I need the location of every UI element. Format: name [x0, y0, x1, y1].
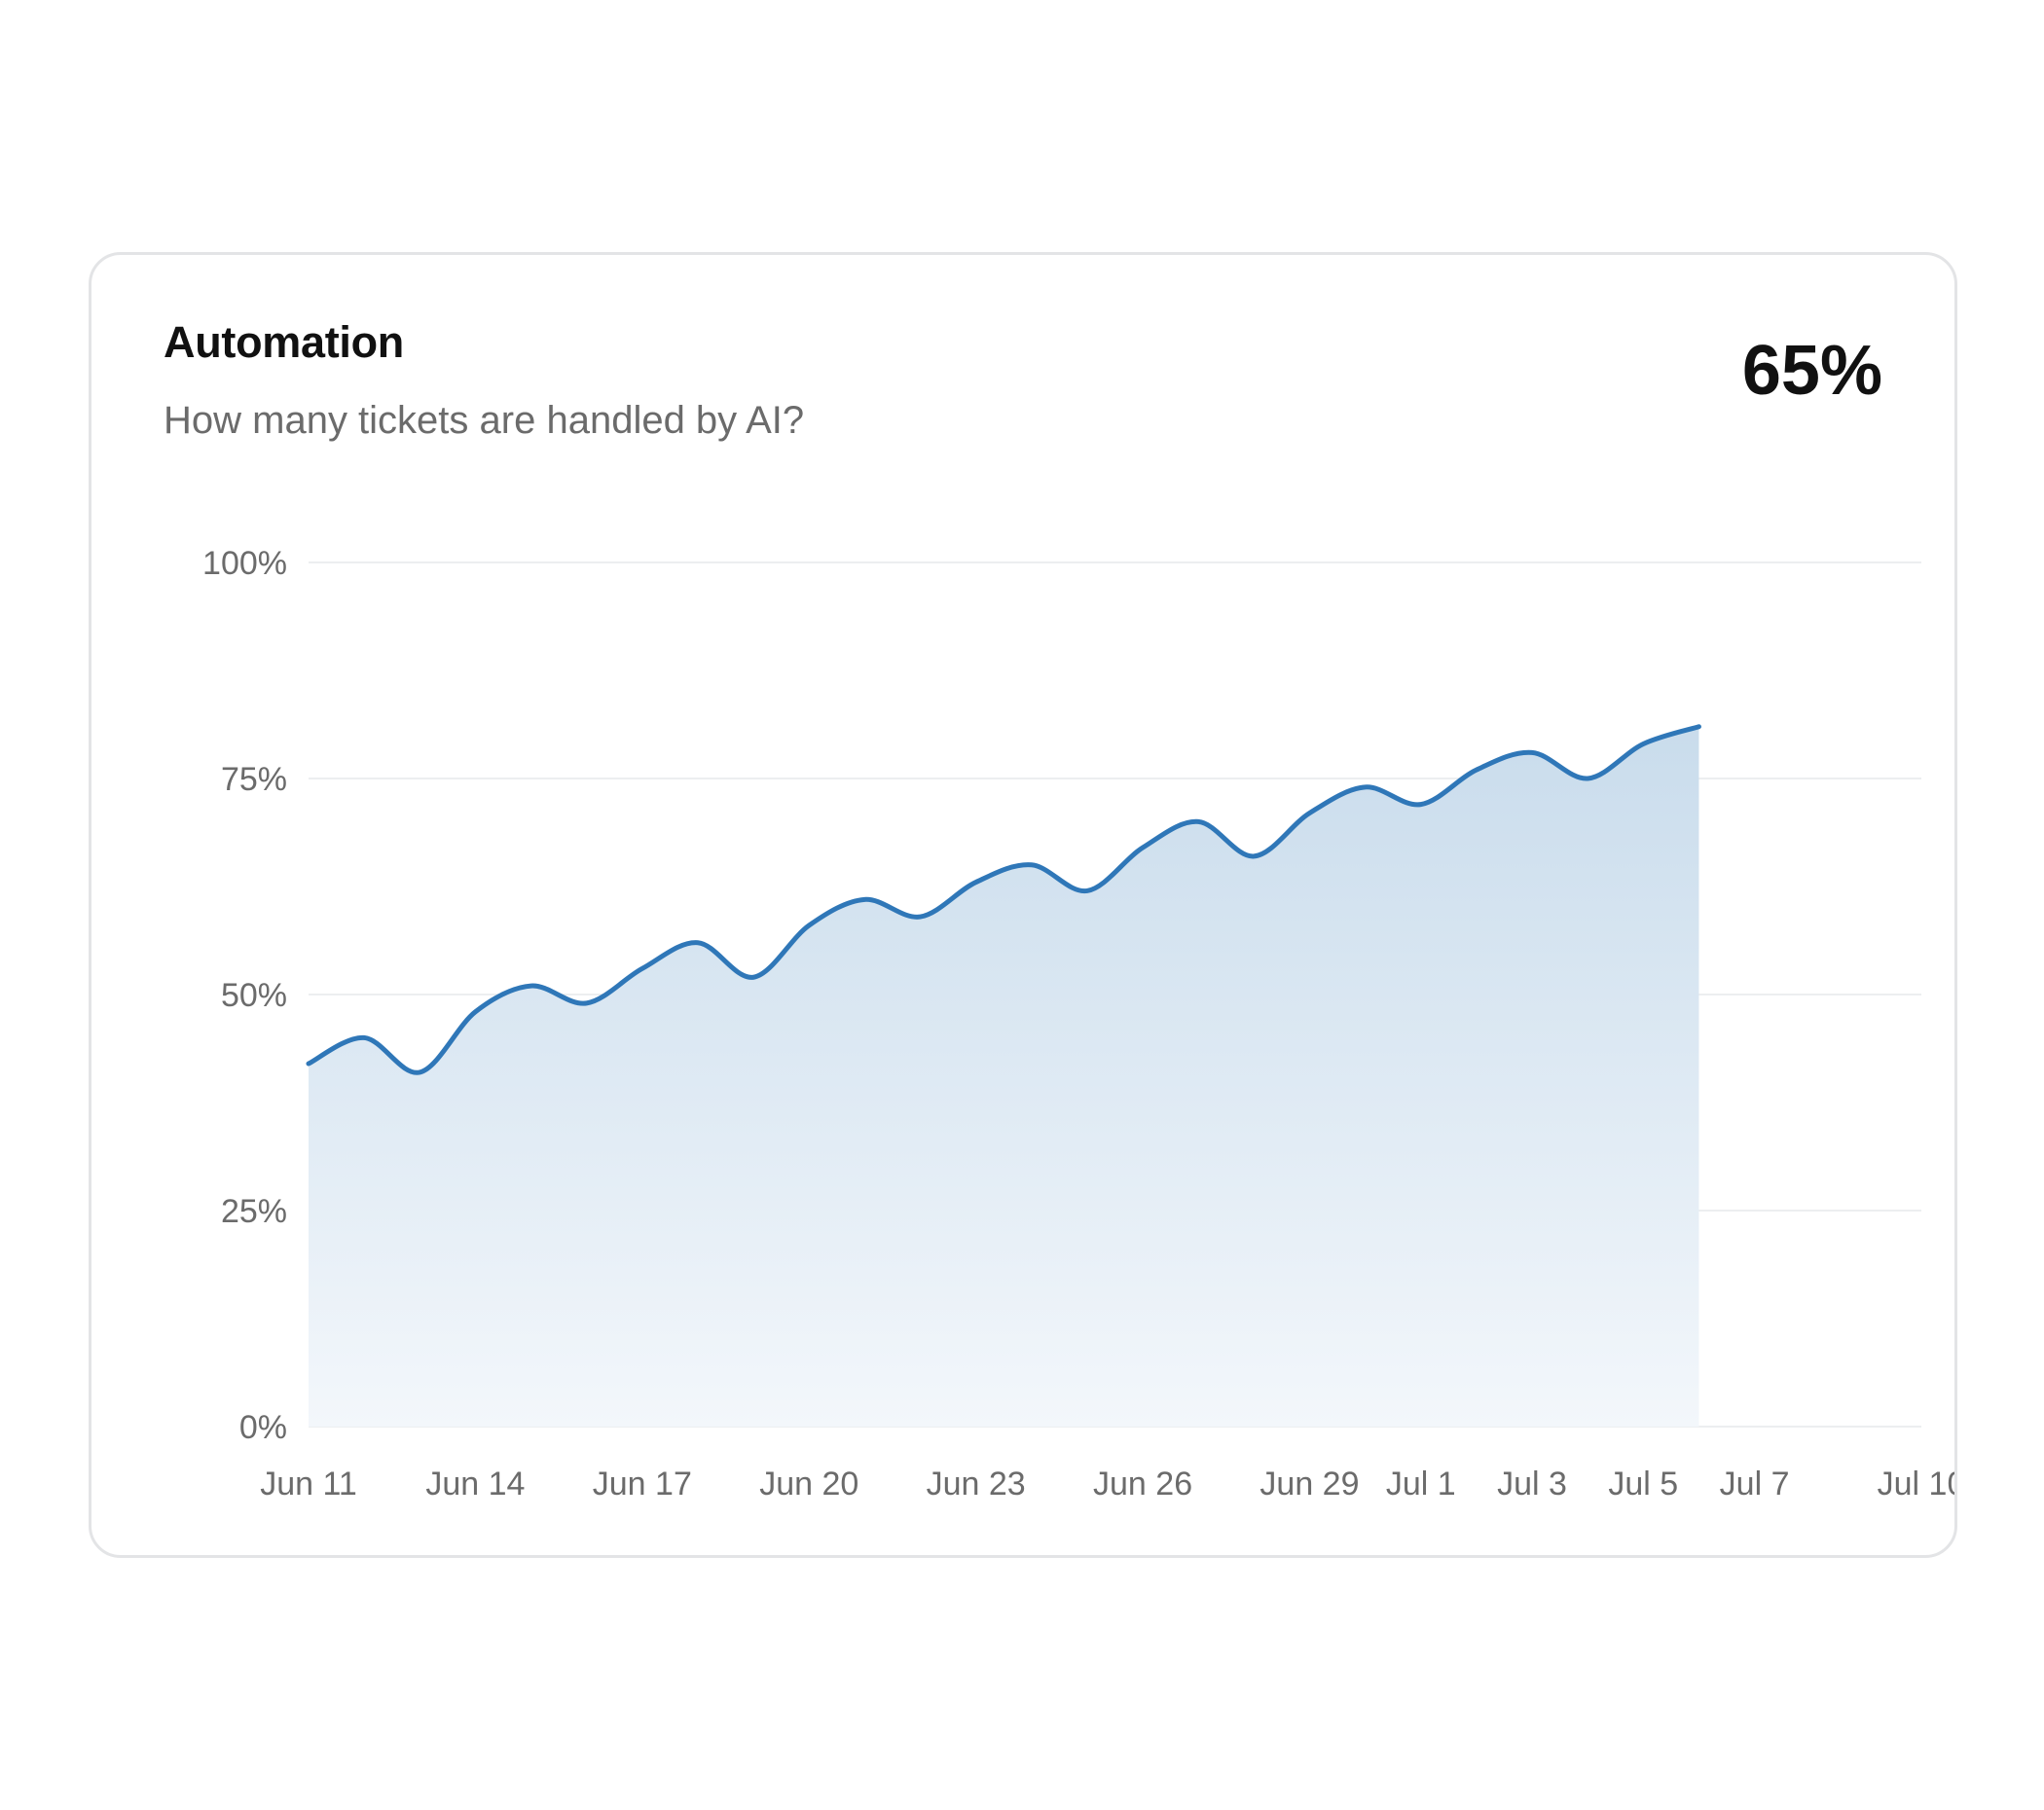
data-point [748, 971, 759, 983]
y-tick-label: 50% [221, 977, 287, 1014]
y-tick-label: 75% [221, 761, 287, 798]
data-point [1303, 808, 1315, 819]
automation-card: Automation How many tickets are handled … [89, 252, 1957, 1558]
x-tick-label: Jun 26 [1093, 1466, 1192, 1502]
x-tick-label: Jul 7 [1720, 1466, 1790, 1502]
series-line [306, 724, 1701, 1075]
data-point [1081, 885, 1093, 896]
data-point [1582, 773, 1593, 784]
y-axis-labels: 0% 25% 50% 75% 100% [202, 545, 287, 1446]
x-axis-labels: Jun 11 Jun 14 Jun 17 Jun 20 Jun 23 Jun 26 Jun … [260, 1466, 1954, 1502]
data-point [1471, 764, 1482, 776]
data-point [469, 1006, 481, 1018]
data-point [1637, 738, 1649, 749]
data-point [803, 920, 815, 931]
x-tick-label: Jul 1 [1386, 1466, 1456, 1502]
data-point [414, 1067, 425, 1078]
data-point [1192, 815, 1204, 827]
data-point [581, 997, 593, 1009]
data-point [303, 1058, 314, 1069]
data-point [970, 877, 982, 888]
x-tick-label: Jul 5 [1608, 1466, 1678, 1502]
data-point [526, 980, 537, 992]
x-tick-label: Jun 29 [1259, 1466, 1359, 1502]
data-point [1360, 781, 1371, 793]
data-point [915, 911, 927, 923]
data-point [1526, 746, 1538, 758]
data-point [692, 937, 704, 949]
card-subtitle: How many tickets are handled by AI? [164, 399, 805, 442]
data-point [1248, 851, 1259, 862]
kpi-value: 65% [1741, 332, 1882, 410]
y-tick-label: 0% [239, 1409, 287, 1446]
automation-area-chart: 0% 25% 50% 75% 100% Jun 11 Jun 14 Jun 17 Jun 20… [202, 545, 1954, 1502]
y-tick-label: 100% [202, 545, 287, 582]
x-tick-label: Jun 17 [593, 1466, 692, 1502]
data-point [858, 893, 870, 905]
series-area [309, 726, 1699, 1427]
y-tick-label: 25% [221, 1193, 287, 1230]
data-point [358, 1032, 370, 1043]
card-title: Automation [164, 317, 404, 367]
data-point [1693, 721, 1704, 733]
x-tick-label: Jul 10 [1878, 1466, 1954, 1502]
x-tick-label: Jun 14 [425, 1466, 525, 1502]
series-automation [303, 721, 1704, 1427]
data-point [637, 962, 648, 974]
x-tick-label: Jun 23 [927, 1466, 1026, 1502]
data-point [1415, 799, 1427, 811]
x-tick-label: Jun 20 [759, 1466, 858, 1502]
data-point [1026, 859, 1038, 871]
x-tick-label: Jun 11 [260, 1466, 357, 1502]
x-tick-label: Jul 3 [1497, 1466, 1567, 1502]
data-point [1137, 842, 1149, 853]
